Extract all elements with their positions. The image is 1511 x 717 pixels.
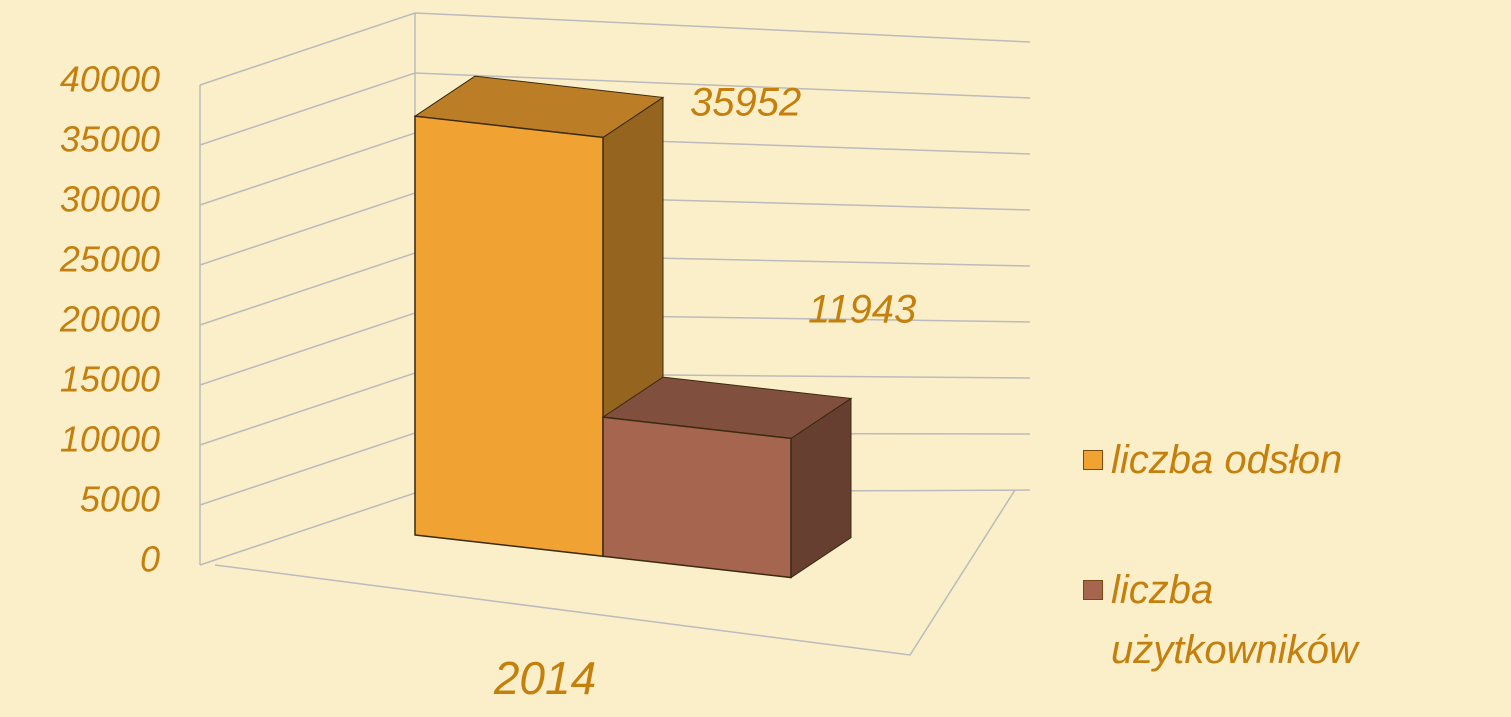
y-tick-label: 20000 [59,299,160,340]
legend-item: liczba odsłon [1083,430,1511,490]
data-label: 35952 [690,81,801,125]
legend-label: liczba odsłon [1111,438,1343,482]
y-tick-label: 15000 [60,359,160,400]
legend-label: liczba użytkowników [1111,568,1358,672]
y-tick-label: 0 [140,539,160,580]
y-tick-label: 30000 [60,179,160,220]
grid-line [199,72,1031,146]
grid-line [199,12,1031,86]
y-tick-label: 10000 [60,419,160,460]
data-label: 11943 [808,288,916,332]
bar [414,115,604,558]
legend-swatch [1083,580,1103,600]
x-tick-label: 2014 [493,652,596,704]
bar [602,416,792,579]
legend-item: liczba użytkowników [1083,560,1511,680]
floor [214,489,1016,656]
y-tick-label: 25000 [59,239,160,280]
legend-swatch [1083,450,1103,470]
y-tick-label: 5000 [80,479,160,520]
y-tick-label: 40000 [60,59,160,100]
y-tick-label: 35000 [60,119,160,160]
